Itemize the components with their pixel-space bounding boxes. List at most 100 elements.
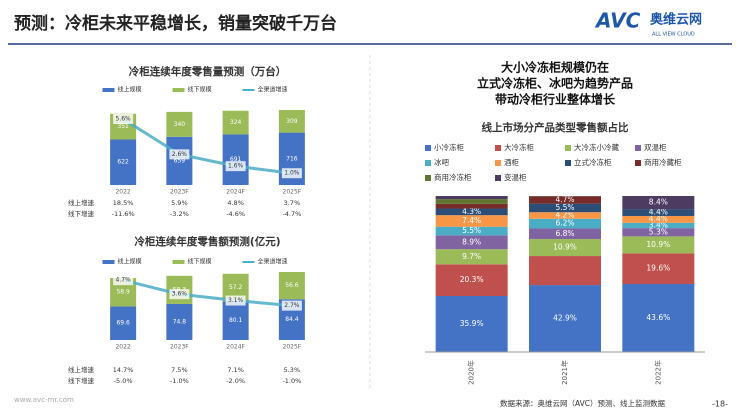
bar-segment — [622, 196, 695, 210]
legend-label: 大冷冻小冷藏 — [574, 142, 619, 152]
bar — [166, 136, 193, 185]
segment-label: 5.3% — [649, 227, 668, 236]
segment-label: 42.9% — [553, 314, 577, 323]
bar-label: 622 — [117, 159, 129, 166]
row-value: 3.7% — [284, 199, 301, 207]
annotation: 大小冷冻柜规模仍在 — [501, 60, 609, 75]
bar-label: 340 — [174, 121, 186, 128]
segment-label: 43.6% — [646, 313, 670, 322]
page-number: -18- — [712, 400, 728, 409]
bar — [222, 301, 249, 340]
row-label: 线上增速 — [68, 365, 95, 374]
point-label-bg — [169, 289, 190, 300]
row-label: 线下增速 — [68, 209, 95, 218]
row-value: 7.1% — [227, 366, 244, 374]
bar-label: 80.1 — [229, 317, 243, 324]
legend-label: 全渠道增速 — [258, 86, 288, 94]
annotation: 立式冷冻柜、冰吧为趋势产品 — [477, 76, 633, 91]
segment-label: 5.5% — [462, 226, 481, 235]
row-value: 5.3% — [284, 366, 301, 374]
bar-label: 74.8 — [173, 318, 187, 325]
legend-swatch — [565, 145, 571, 151]
row-value: -3.2% — [170, 210, 189, 218]
bar-label: 58.9 — [116, 289, 130, 296]
bar-label: 57.2 — [229, 284, 243, 291]
growth-line — [122, 278, 293, 308]
segment-label: 4.4% — [649, 214, 668, 223]
point-label-bg — [281, 168, 302, 179]
row-value: -5.0% — [114, 377, 133, 385]
bar — [166, 303, 193, 340]
x-tick-label: 2022 — [115, 189, 130, 196]
point-label-bg — [113, 114, 134, 124]
row-label: 线下增速 — [68, 376, 95, 385]
bar-segment — [435, 235, 508, 250]
point-label: 2.6% — [172, 151, 188, 158]
bar-segment — [435, 264, 508, 296]
bar — [278, 110, 305, 133]
bar-segment — [622, 215, 695, 223]
logo-name: 奥维云网 — [650, 12, 702, 28]
legend-swatch — [425, 175, 431, 181]
legend-label: 立式冷冻柜 — [574, 157, 612, 167]
segment-label: 8.9% — [462, 237, 481, 246]
bar-segment — [622, 228, 695, 237]
row-value: 7.5% — [171, 366, 188, 374]
bar — [166, 111, 193, 137]
row-value: 18.5% — [113, 199, 134, 207]
bar-segment — [622, 283, 695, 352]
bar-label: 716 — [286, 155, 298, 162]
legend-label: 冰吧 — [434, 157, 449, 167]
point-label: 3.1% — [228, 297, 244, 304]
chart-title: 冷柜连续年度零售额预测(亿元) — [134, 235, 280, 248]
segment-label: 4.4% — [649, 208, 668, 217]
bar-segment — [435, 249, 508, 265]
x-tick-label: 2020年 — [467, 360, 476, 385]
bar — [110, 139, 137, 185]
segment-label: 6.8% — [555, 229, 574, 238]
legend-swatch — [495, 175, 501, 181]
segment-label: 9.7% — [462, 252, 481, 261]
point-label: 1.0% — [284, 170, 300, 177]
legend-label: 线上规模 — [118, 258, 142, 266]
segment-label: 4.7% — [555, 195, 574, 204]
row-value: 5.9% — [171, 199, 188, 207]
chart-title: 线上市场分产品类型零售额占比 — [482, 121, 629, 134]
legend-label: 全渠道增速 — [258, 258, 288, 266]
bar-label: 691 — [230, 156, 242, 163]
legend-label: 小冷冻柜 — [434, 142, 464, 152]
x-tick-label: 2021年 — [560, 360, 569, 385]
bar-segment — [622, 222, 695, 229]
bar-segment — [435, 199, 508, 204]
row-value: -1.0% — [282, 377, 301, 385]
segment-label: 3.4% — [649, 220, 668, 229]
row-value: -11.6% — [112, 210, 135, 218]
bar-segment — [622, 253, 695, 284]
bar-segment — [529, 218, 601, 229]
row-value: 4.8% — [227, 199, 244, 207]
logo-brand: AVC — [594, 9, 641, 33]
legend-label: 商用冷藏柜 — [644, 157, 682, 167]
bar-label: 84.4 — [285, 316, 299, 323]
x-tick-label: 2025F — [283, 344, 302, 351]
legend-label: 酒柜 — [504, 157, 519, 167]
bar-segment — [529, 239, 601, 257]
point-label: 5.6% — [116, 116, 132, 123]
legend-swatch — [635, 145, 641, 151]
bar-label: 309 — [286, 118, 298, 125]
row-label: 线上增速 — [68, 198, 95, 207]
bar — [110, 306, 137, 340]
bar-label: 56.6 — [285, 282, 299, 289]
legend-label: 线下规模 — [188, 86, 212, 94]
x-tick-label: 2023F — [170, 344, 189, 351]
point-label-bg — [225, 295, 246, 306]
bar-label: 659 — [174, 157, 186, 164]
bar-label: 324 — [230, 119, 242, 126]
x-tick-label: 2024F — [226, 189, 245, 196]
legend-label: 大冷冻柜 — [504, 142, 534, 152]
slide-title: 预测：冷柜未来平稳增长，销量突破千万台 — [14, 13, 337, 34]
row-value: -2.0% — [226, 377, 245, 385]
bar-segment — [529, 212, 601, 219]
legend-label: 变温柜 — [504, 172, 527, 182]
